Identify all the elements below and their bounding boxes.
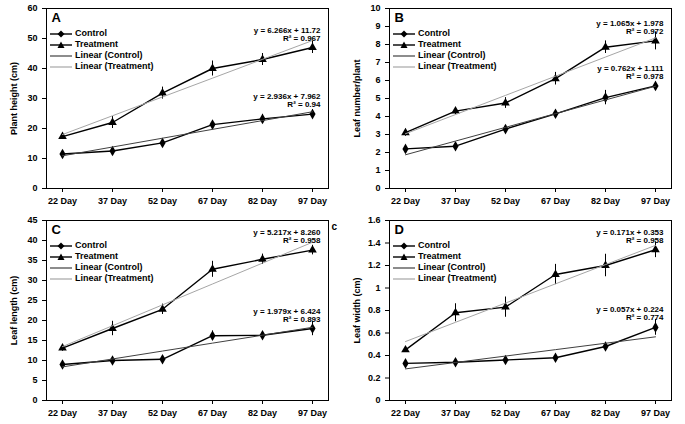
svg-text:35: 35 [27,255,37,265]
svg-text:67 Day: 67 Day [541,408,570,418]
svg-text:1: 1 [375,283,380,293]
html-text:Treatment: Treatment [75,251,118,261]
svg-text:45: 45 [27,215,37,225]
svg-text:5: 5 [375,93,380,103]
svg-text:5: 5 [32,375,37,385]
svg-text:67 Day: 67 Day [541,196,570,206]
svg-text:20: 20 [27,123,37,133]
svg-text:97 Day: 97 Day [641,408,670,418]
svg-text:52 Day: 52 Day [491,196,520,206]
svg-text:y = 6.266x + 11.72R² = 0.967: y = 6.266x + 11.72R² = 0.967 [254,26,321,43]
svg-text:22 Day: 22 Day [48,408,77,418]
html-text:Linear (Treatment): Linear (Treatment) [75,61,154,71]
html-text:Control: Control [418,28,450,38]
html-text:Linear (Control): Linear (Control) [75,262,143,272]
html-text:Linear (Treatment): Linear (Treatment) [418,61,497,71]
svg-text:97 Day: 97 Day [298,408,327,418]
svg-text:97 Day: 97 Day [298,196,327,206]
svg-text:20: 20 [27,315,37,325]
html-text:Treatment: Treatment [418,39,461,49]
svg-text:c: c [332,221,338,232]
svg-text:10: 10 [370,3,380,13]
svg-text:1.6: 1.6 [368,215,381,225]
html-text:Control: Control [418,240,450,250]
html-text:Linear (Treatment): Linear (Treatment) [418,273,497,283]
svg-text:0: 0 [375,395,380,405]
svg-text:7: 7 [375,57,380,67]
svg-text:30: 30 [27,93,37,103]
svg-text:37 Day: 37 Day [98,408,127,418]
svg-text:82 Day: 82 Day [248,196,277,206]
svg-text:52 Day: 52 Day [148,196,177,206]
html-text:Linear (Treatment): Linear (Treatment) [75,273,154,283]
svg-text:y = 0.171x + 0.353R² = 0.958: y = 0.171x + 0.353R² = 0.958 [596,228,664,245]
svg-text:1.2: 1.2 [368,260,381,270]
svg-text:2: 2 [375,147,380,157]
html-text:Control: Control [75,28,107,38]
svg-text:4: 4 [375,111,380,121]
svg-text:22 Day: 22 Day [391,408,420,418]
svg-text:37 Day: 37 Day [98,196,127,206]
svg-text:97 Day: 97 Day [641,196,670,206]
svg-text:y = 2.936x + 7.962R² = 0.94: y = 2.936x + 7.962R² = 0.94 [253,92,321,109]
svg-text:82 Day: 82 Day [591,408,620,418]
svg-text:3: 3 [375,129,380,139]
svg-text:67 Day: 67 Day [198,196,227,206]
html-text:Control: Control [75,240,107,250]
svg-text:B: B [395,10,404,25]
svg-text:y = 1.979x + 6.424R² = 0.893: y = 1.979x + 6.424R² = 0.893 [253,307,321,324]
svg-text:52 Day: 52 Day [148,408,177,418]
svg-text:60: 60 [27,3,37,13]
svg-text:6: 6 [375,75,380,85]
svg-text:10: 10 [27,355,37,365]
svg-text:50: 50 [27,33,37,43]
svg-text:30: 30 [27,275,37,285]
svg-text:y = 0.057x + 0.224R² = 0.774: y = 0.057x + 0.224R² = 0.774 [596,305,664,322]
svg-text:10: 10 [27,153,37,163]
svg-text:52 Day: 52 Day [491,408,520,418]
svg-text:0.2: 0.2 [368,373,381,383]
svg-text:1: 1 [375,165,380,175]
svg-text:0.4: 0.4 [368,350,381,360]
svg-text:D: D [395,222,404,237]
svg-text:67 Day: 67 Day [198,408,227,418]
svg-text:22 Day: 22 Day [48,196,77,206]
svg-text:37 Day: 37 Day [441,408,470,418]
html-text:Linear (Control): Linear (Control) [75,50,143,60]
svg-text:82 Day: 82 Day [248,408,277,418]
svg-text:C: C [52,222,62,237]
svg-text:0: 0 [375,183,380,193]
svg-text:y = 0.762x + 1.111R² = 0.978: y = 0.762x + 1.111R² = 0.978 [597,64,664,81]
svg-text:y = 5.217x + 8.260R² = 0.958: y = 5.217x + 8.260R² = 0.958 [253,228,321,245]
html-text:Linear (Control): Linear (Control) [418,50,486,60]
svg-text:0: 0 [32,395,37,405]
svg-text:0: 0 [32,183,37,193]
svg-text:A: A [52,10,62,25]
svg-text:Plant height (cm): Plant height (cm) [9,62,19,135]
svg-text:Leaf length (cm): Leaf length (cm) [9,276,19,346]
svg-text:22 Day: 22 Day [391,196,420,206]
html-text:Treatment: Treatment [75,39,118,49]
svg-text:82 Day: 82 Day [591,196,620,206]
svg-text:y = 1.065x + 1.978R² = 0.972: y = 1.065x + 1.978R² = 0.972 [596,19,664,36]
svg-text:37 Day: 37 Day [441,196,470,206]
svg-text:0.6: 0.6 [368,328,381,338]
svg-text:0.8: 0.8 [368,305,381,315]
svg-text:Leaf number/plant: Leaf number/plant [352,59,362,137]
svg-text:40: 40 [27,235,37,245]
svg-text:40: 40 [27,63,37,73]
svg-text:1.4: 1.4 [368,238,381,248]
html-text:Treatment: Treatment [418,251,461,261]
svg-text:25: 25 [27,295,37,305]
html-text:Linear (Control): Linear (Control) [418,262,486,272]
svg-text:15: 15 [27,335,37,345]
svg-text:8: 8 [375,39,380,49]
svg-text:9: 9 [375,21,380,31]
svg-text:Leaf width (cm): Leaf width (cm) [352,277,362,343]
